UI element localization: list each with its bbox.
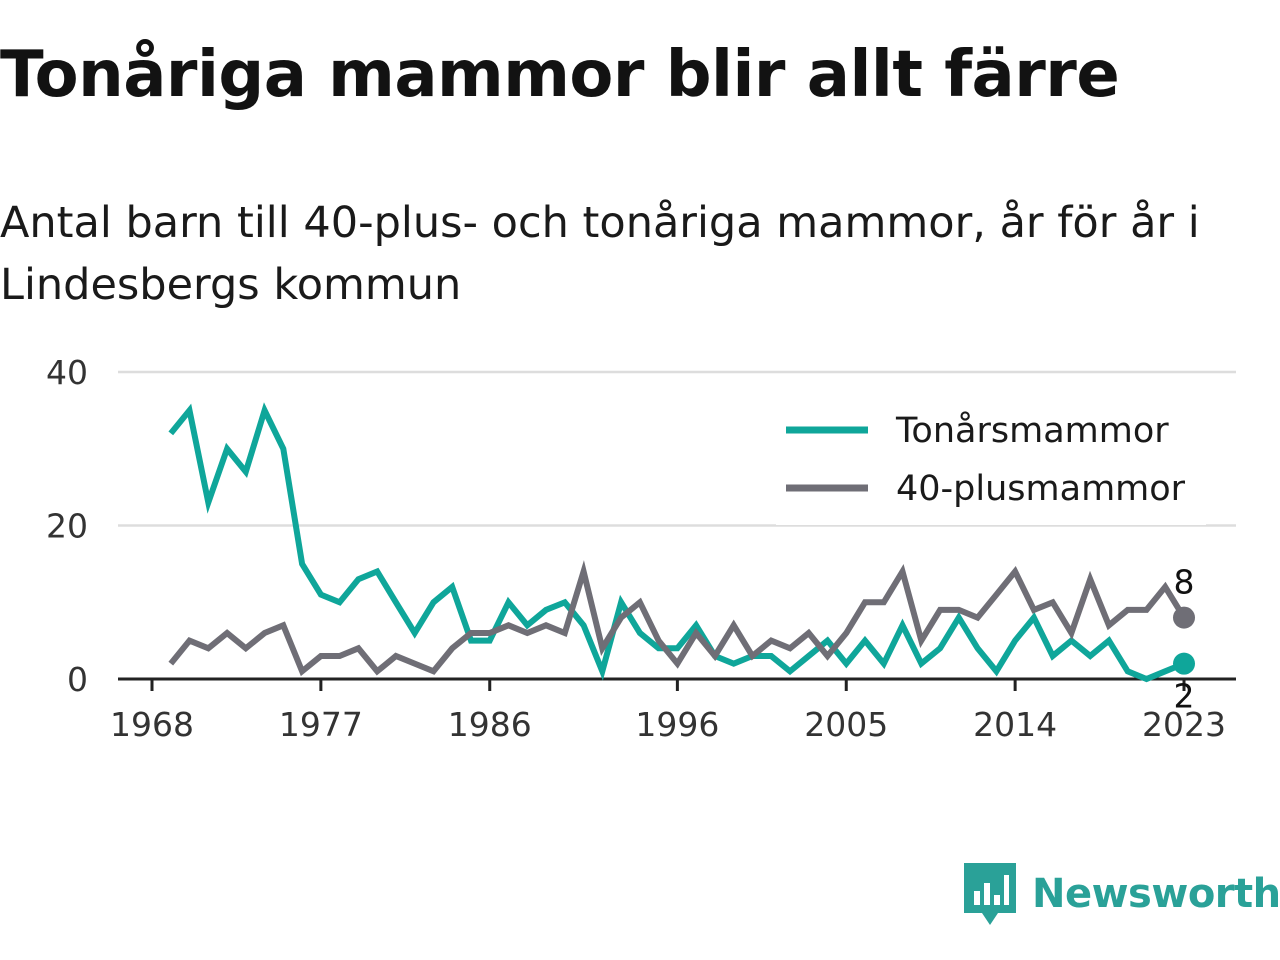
line-chart: 0 20 40 1968 1977 1986 1996 2005 2014 2023 Tonår… (46, 353, 1236, 744)
legend: Tonårsmammor 40-plusmammor (776, 400, 1206, 525)
y-tick-label-40: 40 (46, 353, 88, 392)
end-point-40-plusmammor (1173, 606, 1195, 629)
y-tick-label-0: 0 (67, 660, 88, 699)
newsworthy-logo: Newsworthy (964, 862, 1280, 926)
series-line-tonarsmammor (168, 402, 1186, 683)
y-axis: 0 20 40 (46, 353, 88, 699)
x-tick-label-2014: 2014 (973, 705, 1057, 744)
brand-name: Newsworthy (1032, 871, 1280, 917)
chart-subtitle: Antal barn till 40-plus- och tonåriga ma… (0, 198, 1200, 310)
y-tick-label-20: 20 (46, 507, 88, 546)
end-label-40-plusmammor: 8 (1174, 563, 1195, 602)
end-labels: 28 (1173, 563, 1195, 716)
grid-lines (118, 370, 1236, 527)
series-lines (168, 402, 1187, 683)
chart-title: Tonåriga mammor blir allt färre (0, 38, 1120, 112)
x-tick-label-1968: 1968 (110, 705, 194, 744)
x-tick-label-2023: 2023 (1142, 705, 1226, 744)
x-tick-label-1977: 1977 (279, 705, 363, 744)
x-tick-label-1996: 1996 (635, 705, 719, 744)
x-tick-label-2005: 2005 (804, 705, 888, 744)
legend-background (776, 400, 1206, 525)
x-tick-label-1986: 1986 (448, 705, 532, 744)
x-axis: 1968 1977 1986 1996 2005 2014 2023 (110, 677, 1236, 744)
legend-label-tonarsmammor: Tonårsmammor (895, 410, 1169, 451)
legend-label-40-plusmammor: 40-plusmammor (896, 469, 1186, 509)
series-line-40-plusmammor (168, 560, 1187, 677)
newsworthy-logo-icon (964, 863, 1016, 925)
end-label-tonarsmammor: 2 (1174, 677, 1195, 716)
end-point-tonarsmammor (1173, 652, 1195, 675)
